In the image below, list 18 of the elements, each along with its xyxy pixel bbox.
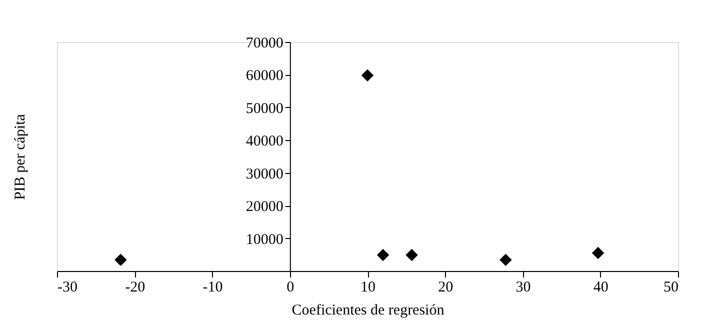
y-tick-label: 70000: [246, 36, 284, 52]
x-tick-label: 0: [286, 280, 294, 296]
y-tick-label: 50000: [246, 100, 284, 117]
x-tick-label: -30: [58, 280, 78, 296]
x-tick-label: -20: [125, 280, 146, 296]
x-tick-label: 50: [664, 280, 678, 296]
y-tick-label: 60000: [246, 68, 284, 84]
y-tick-label: 40000: [246, 134, 284, 150]
x-axis-title: Coeficientes de regresión: [292, 302, 445, 318]
y-axis-title: PIB per cápita: [12, 114, 28, 200]
x-tick-label: 10: [360, 280, 376, 296]
x-tick-label: -10: [202, 280, 223, 296]
y-tick-label: 20000: [246, 199, 284, 216]
y-tick-label: 10000: [246, 232, 284, 248]
x-tick-label: 20: [438, 280, 454, 296]
x-tick-label: 40: [593, 280, 608, 296]
x-tick-label: 30: [516, 280, 531, 296]
y-tick-label: 30000: [246, 166, 284, 182]
